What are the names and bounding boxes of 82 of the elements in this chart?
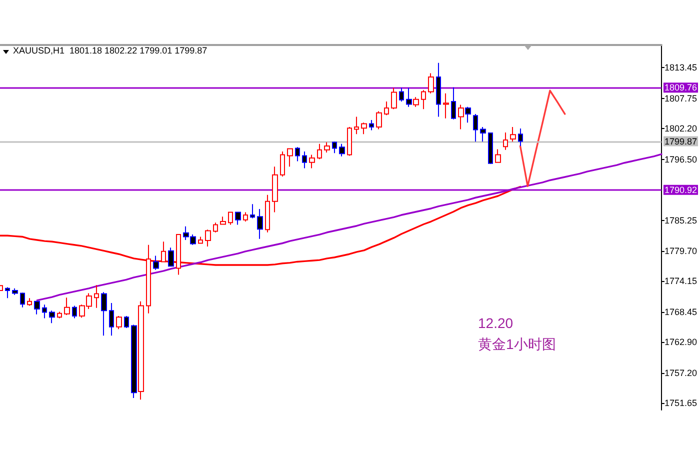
candlestick bbox=[42, 304, 47, 319]
candlestick bbox=[391, 87, 397, 110]
candlestick bbox=[317, 143, 322, 160]
candlestick bbox=[465, 106, 471, 124]
y-tick-label: 1779.70 bbox=[664, 246, 698, 256]
candlestick bbox=[406, 87, 412, 108]
candlestick bbox=[124, 316, 129, 328]
y-tick-label: 1768.45 bbox=[664, 306, 698, 317]
candlestick bbox=[399, 87, 404, 102]
candlestick bbox=[116, 316, 122, 330]
candlestick bbox=[443, 92, 449, 119]
candlestick bbox=[49, 310, 55, 324]
y-tick-label: 1757.20 bbox=[664, 368, 698, 378]
candlestick bbox=[332, 141, 337, 154]
candlestick bbox=[257, 208, 263, 240]
candlestick bbox=[347, 126, 352, 156]
candlestick bbox=[354, 116, 359, 135]
candlestick bbox=[413, 96, 419, 108]
candlestick bbox=[480, 126, 486, 142]
candlestick bbox=[138, 300, 144, 400]
candlestick bbox=[436, 62, 441, 118]
candlestick bbox=[295, 146, 300, 162]
candlestick bbox=[473, 113, 478, 142]
candlestick bbox=[361, 122, 367, 135]
candlestick bbox=[131, 324, 137, 399]
candlestick bbox=[12, 288, 18, 296]
candlestick bbox=[458, 104, 464, 130]
y-tick-label: 1774.15 bbox=[664, 276, 698, 286]
candlestick bbox=[428, 72, 434, 94]
candlestick bbox=[495, 148, 501, 163]
candlestick bbox=[213, 222, 218, 233]
candlestick bbox=[235, 211, 241, 226]
candlestick bbox=[72, 305, 77, 319]
candlestick bbox=[101, 292, 107, 336]
ref-line-label: 1790.92 bbox=[664, 184, 698, 195]
y-tick-label: 1813.45 bbox=[664, 62, 698, 73]
candlestick bbox=[518, 128, 523, 146]
candlestick bbox=[153, 255, 159, 270]
candlestick bbox=[309, 154, 315, 169]
candlestick bbox=[161, 241, 166, 263]
candlestick bbox=[220, 216, 226, 226]
candlestick bbox=[369, 119, 374, 131]
chart-title: XAUUSD,H1 1801.18 1802.22 1799.01 1799.87 bbox=[13, 46, 208, 56]
y-tick-label: 1785.25 bbox=[664, 216, 698, 226]
candlestick bbox=[302, 150, 307, 169]
candlestick bbox=[205, 229, 211, 248]
candlestick bbox=[287, 148, 293, 168]
ref-line-label: 1799.87 bbox=[664, 136, 698, 146]
candlestick bbox=[34, 300, 40, 315]
candlestick bbox=[168, 247, 174, 268]
candlestick bbox=[228, 211, 233, 226]
candlestick bbox=[421, 90, 426, 110]
candlestick bbox=[265, 194, 270, 233]
y-tick-label: 1762.90 bbox=[664, 337, 698, 348]
candlestick bbox=[339, 143, 345, 157]
line-series bbox=[519, 90, 566, 188]
candlestick bbox=[64, 297, 70, 316]
candlestick bbox=[488, 132, 493, 164]
candlestick bbox=[94, 284, 99, 308]
candlestick bbox=[280, 150, 285, 177]
y-tick-label: 1802.20 bbox=[664, 124, 698, 134]
annotation: 12.20 bbox=[478, 315, 514, 331]
candlestick bbox=[324, 142, 330, 154]
candlestick bbox=[27, 298, 32, 306]
y-tick-label: 1796.50 bbox=[664, 154, 698, 165]
candlestick bbox=[57, 311, 62, 319]
candlestick bbox=[376, 110, 382, 130]
candlestick bbox=[198, 236, 203, 244]
candlestick bbox=[451, 86, 456, 120]
candlestick bbox=[503, 132, 508, 150]
candlestick bbox=[243, 212, 248, 222]
y-tick-label: 1751.65 bbox=[664, 398, 698, 408]
candlestick bbox=[272, 166, 278, 213]
ref-line-label: 1809.76 bbox=[664, 82, 698, 93]
annotation: 黄金1小时图 bbox=[478, 336, 556, 352]
y-tick-label: 1807.75 bbox=[664, 94, 698, 104]
candlestick bbox=[109, 302, 114, 336]
candlestick bbox=[250, 204, 255, 219]
candlestick bbox=[384, 100, 389, 116]
candlestick bbox=[510, 126, 516, 142]
candlestick bbox=[20, 292, 25, 308]
candlestick bbox=[5, 286, 10, 299]
